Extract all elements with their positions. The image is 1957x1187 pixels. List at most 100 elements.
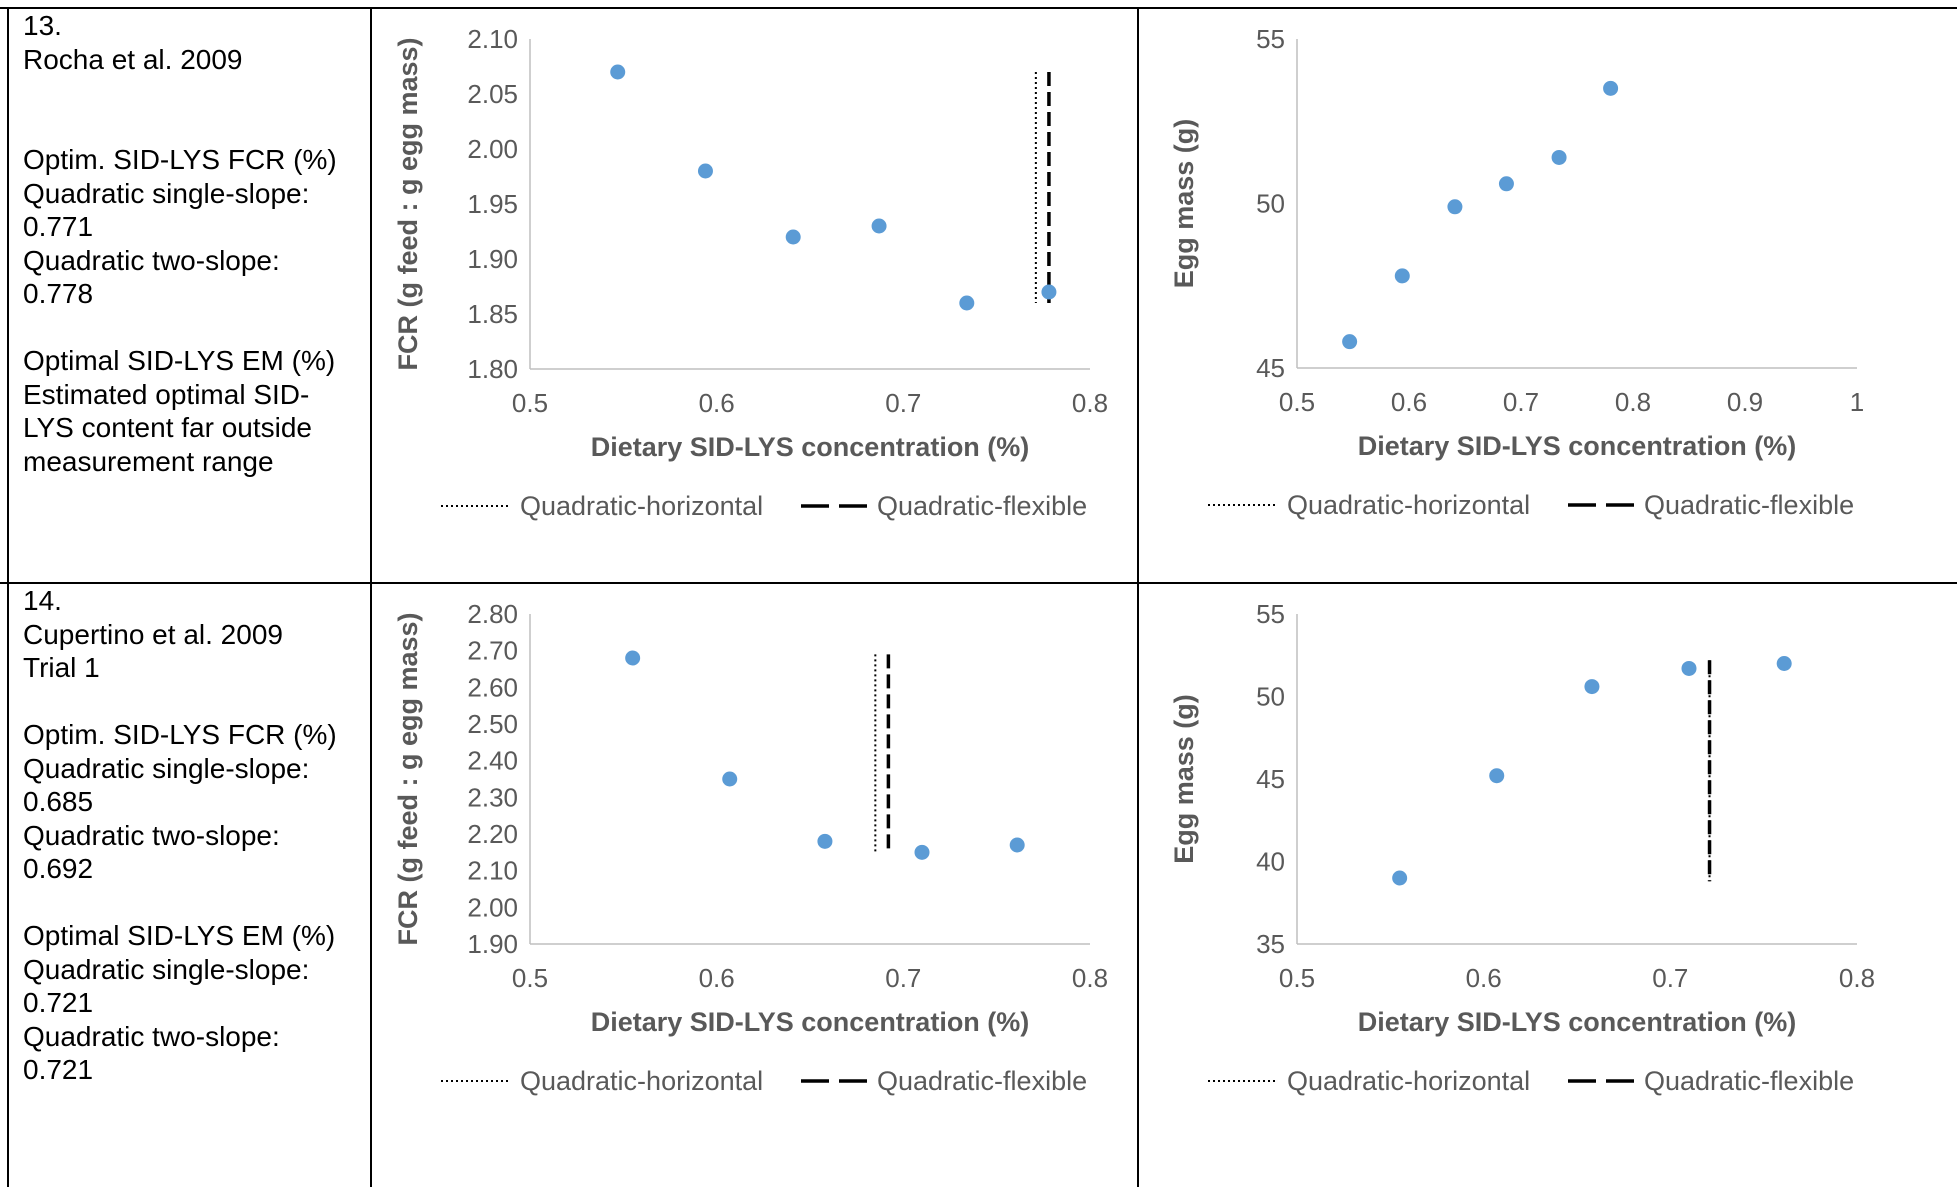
em-line: Quadratic single-slope: <box>23 953 310 985</box>
x-tick-label: 0.6 <box>1466 963 1502 993</box>
data-point <box>1603 80 1619 96</box>
data-point <box>1392 870 1408 886</box>
study-citation: Rocha et al. 2009 <box>23 43 243 75</box>
y-axis-title: Egg mass (g) <box>1169 694 1199 864</box>
fcr-line: 0.685 <box>23 786 94 817</box>
x-tick-label: 0.7 <box>885 388 921 418</box>
data-point <box>722 771 738 787</box>
em-line: 0.721 <box>23 1054 94 1085</box>
y-tick-label: 2.40 <box>467 746 518 776</box>
data-point <box>1041 284 1057 300</box>
x-tick-label: 0.5 <box>512 963 548 993</box>
y-axis-title: FCR (g feed : g egg mass) <box>393 37 423 370</box>
y-tick-label: 1.95 <box>467 189 518 219</box>
data-point <box>1498 176 1514 192</box>
row-number: 13. <box>23 10 62 41</box>
y-tick-label: 50 <box>1256 682 1285 712</box>
y-tick-label: 45 <box>1256 353 1285 383</box>
y-tick-label: 1.90 <box>467 244 518 274</box>
legend-label-quadratic-flexible: Quadratic-flexible <box>877 1066 1087 1096</box>
y-tick-label: 2.30 <box>467 782 518 812</box>
data-point <box>785 229 801 245</box>
legend-label-quadratic-horizontal: Quadratic-horizontal <box>1287 1066 1530 1096</box>
row-13-description: 13. Rocha et al. 2009 Optim. SID-LYS FCR… <box>23 9 337 478</box>
x-tick-label: 0.7 <box>885 963 921 993</box>
data-point <box>1447 199 1463 215</box>
em-line: LYS content far outside <box>23 412 312 443</box>
y-tick-label: 2.70 <box>467 636 518 666</box>
fcr-heading: Optim. SID-LYS FCR (%) <box>23 144 337 175</box>
x-tick-label: 0.8 <box>1072 963 1108 993</box>
legend-label-quadratic-horizontal: Quadratic-horizontal <box>1287 490 1530 520</box>
data-point <box>610 64 626 80</box>
fcr-line: 0.692 <box>23 853 94 884</box>
data-point <box>1551 149 1567 165</box>
em-line: measurement range <box>23 445 274 477</box>
fcr-line: Quadratic two-slope: <box>23 819 280 851</box>
x-tick-label: 0.8 <box>1839 963 1875 993</box>
x-tick-label: 0.7 <box>1652 963 1688 993</box>
legend-label-quadratic-horizontal: Quadratic-horizontal <box>520 1066 763 1096</box>
y-tick-label: 35 <box>1256 929 1285 959</box>
data-point <box>1394 268 1410 284</box>
y-tick-label: 2.50 <box>467 709 518 739</box>
y-tick-label: 2.60 <box>467 672 518 702</box>
x-tick-label: 0.6 <box>1391 387 1427 417</box>
y-tick-label: 1.85 <box>467 299 518 329</box>
chart-fcr-cupertino-2009: 1.90 2.00 2.10 2.20 2.30 2.40 2.50 2.60 2.70 2.80… <box>393 599 1108 1096</box>
x-tick-label: 0.6 <box>699 963 735 993</box>
x-tick-label: 0.8 <box>1615 387 1651 417</box>
x-axis-title: Dietary SID-LYS concentration (%) <box>1358 1007 1797 1037</box>
legend-label-quadratic-flexible: Quadratic-flexible <box>877 491 1087 521</box>
x-tick-label: 0.6 <box>699 388 735 418</box>
y-tick-label: 2.10 <box>467 856 518 886</box>
x-tick-label: 1 <box>1850 387 1864 417</box>
chart-egg-mass-rocha-2009: 45 50 55 0.5 0.6 0.7 0.8 0.9 1 Dietary SID-LYS co… <box>1169 24 1864 520</box>
data-point <box>1489 768 1505 784</box>
x-axis-title: Dietary SID-LYS concentration (%) <box>591 1007 1030 1037</box>
data-point <box>959 295 975 311</box>
x-tick-label: 0.5 <box>1279 387 1315 417</box>
fcr-line: 0.771 <box>23 211 94 242</box>
y-tick-label: 55 <box>1256 599 1285 629</box>
x-tick-label: 0.9 <box>1727 387 1763 417</box>
legend-label-quadratic-flexible: Quadratic-flexible <box>1644 1066 1854 1096</box>
y-tick-label: 2.20 <box>467 819 518 849</box>
y-tick-label: 2.00 <box>467 892 518 922</box>
em-heading: Optimal SID-LYS EM (%) <box>23 920 336 951</box>
data-point <box>871 218 887 234</box>
x-tick-label: 0.7 <box>1503 387 1539 417</box>
em-heading: Optimal SID-LYS EM (%) <box>23 345 336 376</box>
fcr-line: Quadratic single-slope: <box>23 177 310 209</box>
y-tick-label: 2.10 <box>467 24 518 54</box>
legend-label-quadratic-horizontal: Quadratic-horizontal <box>520 491 763 521</box>
y-tick-label: 50 <box>1256 189 1285 219</box>
x-tick-label: 0.5 <box>512 388 548 418</box>
data-point <box>914 844 930 860</box>
data-point <box>1584 679 1600 695</box>
y-tick-label: 1.80 <box>467 354 518 384</box>
chart-egg-mass-cupertino-2009: 35 40 45 50 55 0.5 0.6 0.7 0.8 Dietary SID-LYS co… <box>1169 599 1875 1096</box>
chart-fcr-rocha-2009: 1.80 1.85 1.90 1.95 2.00 2.05 2.10 0.5 0.6 0.7 0.8… <box>393 24 1108 521</box>
em-line: 0.721 <box>23 987 94 1018</box>
em-line: Estimated optimal SID- <box>23 378 310 410</box>
y-tick-label: 55 <box>1256 24 1285 54</box>
x-axis-title: Dietary SID-LYS concentration (%) <box>591 432 1030 462</box>
data-point <box>817 833 833 849</box>
y-tick-label: 2.05 <box>467 79 518 109</box>
fcr-line: Quadratic two-slope: <box>23 244 280 276</box>
row-number: 14. <box>23 585 62 616</box>
data-point <box>1681 660 1697 676</box>
data-point <box>625 650 641 666</box>
x-axis-title: Dietary SID-LYS concentration (%) <box>1358 431 1797 461</box>
y-axis-title: Egg mass (g) <box>1169 119 1199 289</box>
y-tick-label: 45 <box>1256 764 1285 794</box>
data-point <box>1009 837 1025 853</box>
data-point <box>697 163 713 179</box>
row-14-description: 14. Cupertino et al. 2009 Trial 1 Optim.… <box>23 584 337 1087</box>
em-line: Quadratic two-slope: <box>23 1020 280 1052</box>
fcr-line: Quadratic single-slope: <box>23 752 310 784</box>
fcr-heading: Optim. SID-LYS FCR (%) <box>23 719 337 750</box>
x-tick-label: 0.5 <box>1279 963 1315 993</box>
